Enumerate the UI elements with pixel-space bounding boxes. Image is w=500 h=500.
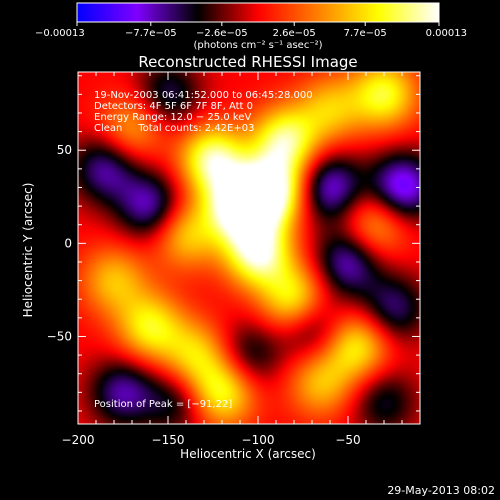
colorbar-label: (photons cm⁻² s⁻¹ asec⁻²) — [193, 40, 322, 51]
colorbar-tick-label: −0.00013 — [35, 28, 85, 39]
colorbar-tick-label: −2.6e−05 — [196, 28, 248, 39]
colorbar-tick-label: 0.00013 — [426, 28, 467, 39]
annotation-total-counts: Clean Total counts: 2.42E+03 — [94, 123, 254, 134]
x-tick-label: −100 — [242, 433, 275, 447]
colorbar-ticks: −0.00013 −7.7e−05 −2.6e−05 2.6e−05 7.7e−05 0.… — [35, 22, 467, 39]
plot-frame — [77, 71, 421, 425]
annotation-detectors: Detectors: 4F 5F 6F 7F 8F, Att 0 — [94, 101, 253, 112]
heatmap-raster — [78, 72, 420, 424]
colorbar-tick-label: 7.7e−05 — [344, 28, 387, 39]
peak-position-label: Position of Peak = [−91,22] — [94, 399, 232, 410]
chart-title: Reconstructed RHESSI Image — [138, 53, 357, 71]
x-tick-label: −50 — [335, 433, 360, 447]
annotation-energy-range: Energy Range: 12.0 − 25.0 keV — [94, 112, 251, 123]
y-tick-label: 0 — [64, 236, 72, 250]
y-tick-label: −50 — [47, 329, 72, 343]
axis-ticks: −200 −150 −100 −50 50 0 −50 — [47, 72, 421, 447]
colorbar-tick-label: 2.6e−05 — [273, 28, 316, 39]
heatmap-image — [78, 72, 420, 424]
x-axis-label: Heliocentric X (arcsec) — [180, 447, 316, 461]
colorbar — [76, 2, 440, 23]
x-tick-label: −150 — [152, 433, 185, 447]
footer-timestamp: 29-May-2013 08:02 — [387, 484, 495, 497]
x-tick-label: −200 — [62, 433, 95, 447]
y-axis-label: Heliocentric Y (arcsec) — [21, 183, 35, 318]
colorbar-tick-label: −7.7e−05 — [125, 28, 177, 39]
annotation-time-range: 19-Nov-2003 06:41:52.000 to 06:45:28.000 — [94, 90, 313, 101]
y-tick-label: 50 — [57, 143, 72, 157]
